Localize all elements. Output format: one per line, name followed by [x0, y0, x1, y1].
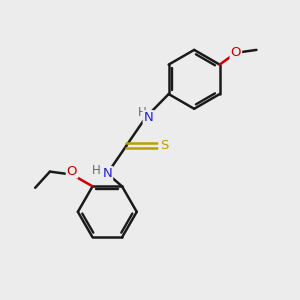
Text: H: H [92, 164, 100, 176]
Text: S: S [160, 139, 168, 152]
Text: O: O [67, 164, 77, 178]
Text: N: N [102, 167, 112, 180]
Text: O: O [231, 46, 241, 59]
Text: N: N [144, 111, 153, 124]
Text: H: H [138, 106, 146, 119]
